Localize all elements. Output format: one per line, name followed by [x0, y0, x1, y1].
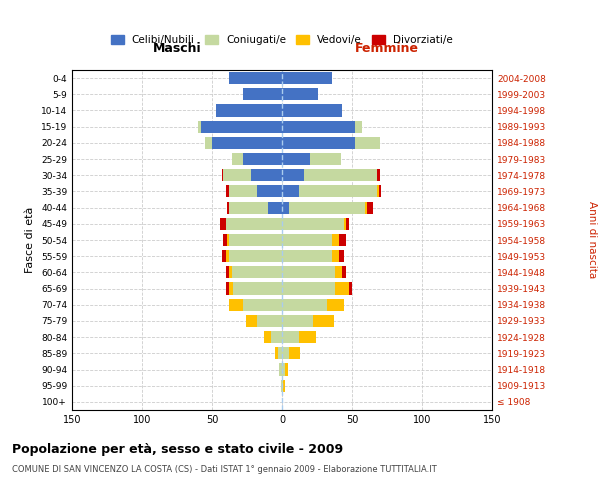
Bar	[282, 72, 332, 84]
Bar	[229, 186, 257, 198]
Bar	[327, 298, 344, 311]
Bar	[245, 315, 257, 327]
Bar	[379, 186, 382, 198]
Bar	[285, 364, 287, 376]
Bar	[332, 250, 340, 262]
Bar	[282, 250, 332, 262]
Bar	[226, 186, 229, 198]
Bar	[198, 120, 201, 132]
Bar	[340, 234, 346, 246]
Bar	[223, 169, 251, 181]
Bar	[271, 331, 282, 343]
Bar	[367, 202, 373, 213]
Bar	[282, 88, 319, 101]
Bar	[229, 72, 282, 84]
Text: COMUNE DI SAN VINCENZO LA COSTA (CS) - Dati ISTAT 1° gennaio 2009 - Elaborazione: COMUNE DI SAN VINCENZO LA COSTA (CS) - D…	[12, 465, 437, 474]
Text: Anni di nascita: Anni di nascita	[587, 202, 597, 278]
Bar	[232, 266, 282, 278]
Bar	[335, 282, 349, 294]
Bar	[226, 250, 229, 262]
Bar	[268, 202, 282, 213]
Bar	[342, 266, 346, 278]
Bar	[220, 218, 226, 230]
Bar	[278, 348, 282, 360]
Bar	[310, 153, 341, 165]
Bar	[282, 298, 327, 311]
Bar	[282, 137, 355, 149]
Bar	[355, 120, 362, 132]
Bar	[282, 315, 313, 327]
Bar	[355, 137, 380, 149]
Bar	[229, 234, 282, 246]
Bar	[281, 380, 282, 392]
Bar	[227, 234, 229, 246]
Bar	[251, 169, 282, 181]
Bar	[279, 364, 282, 376]
Bar	[313, 315, 334, 327]
Bar	[282, 120, 355, 132]
Bar	[282, 348, 289, 360]
Bar	[283, 380, 285, 392]
Bar	[229, 250, 282, 262]
Bar	[289, 348, 300, 360]
Bar	[257, 315, 282, 327]
Bar	[275, 348, 278, 360]
Bar	[344, 218, 346, 230]
Bar	[332, 234, 340, 246]
Bar	[304, 169, 377, 181]
Y-axis label: Fasce di età: Fasce di età	[25, 207, 35, 273]
Text: Femmine: Femmine	[355, 42, 419, 54]
Bar	[377, 186, 379, 198]
Bar	[282, 234, 332, 246]
Bar	[201, 120, 282, 132]
Bar	[222, 169, 223, 181]
Bar	[289, 202, 365, 213]
Bar	[229, 202, 268, 213]
Bar	[282, 186, 299, 198]
Bar	[282, 153, 310, 165]
Bar	[232, 153, 243, 165]
Bar	[226, 218, 282, 230]
Text: Maschi: Maschi	[152, 42, 202, 54]
Bar	[233, 282, 282, 294]
Bar	[222, 250, 226, 262]
Bar	[282, 364, 285, 376]
Bar	[340, 250, 344, 262]
Bar	[229, 298, 243, 311]
Bar	[299, 331, 316, 343]
Bar	[282, 218, 344, 230]
Text: Popolazione per età, sesso e stato civile - 2009: Popolazione per età, sesso e stato civil…	[12, 442, 343, 456]
Bar	[282, 169, 304, 181]
Bar	[346, 218, 349, 230]
Bar	[257, 186, 282, 198]
Bar	[229, 282, 233, 294]
Bar	[223, 234, 227, 246]
Bar	[282, 331, 299, 343]
Bar	[282, 380, 283, 392]
Bar	[243, 298, 282, 311]
Legend: Celibi/Nubili, Coniugati/e, Vedovi/e, Divorziati/e: Celibi/Nubili, Coniugati/e, Vedovi/e, Di…	[107, 31, 457, 50]
Bar	[226, 266, 229, 278]
Bar	[243, 153, 282, 165]
Bar	[349, 282, 352, 294]
Bar	[282, 266, 335, 278]
Bar	[216, 104, 282, 117]
Bar	[205, 137, 212, 149]
Bar	[299, 186, 377, 198]
Bar	[282, 202, 289, 213]
Bar	[227, 202, 229, 213]
Bar	[243, 88, 282, 101]
Bar	[264, 331, 271, 343]
Bar	[282, 104, 342, 117]
Bar	[365, 202, 367, 213]
Bar	[377, 169, 380, 181]
Bar	[212, 137, 282, 149]
Bar	[229, 266, 232, 278]
Bar	[282, 282, 335, 294]
Bar	[226, 282, 229, 294]
Bar	[335, 266, 342, 278]
